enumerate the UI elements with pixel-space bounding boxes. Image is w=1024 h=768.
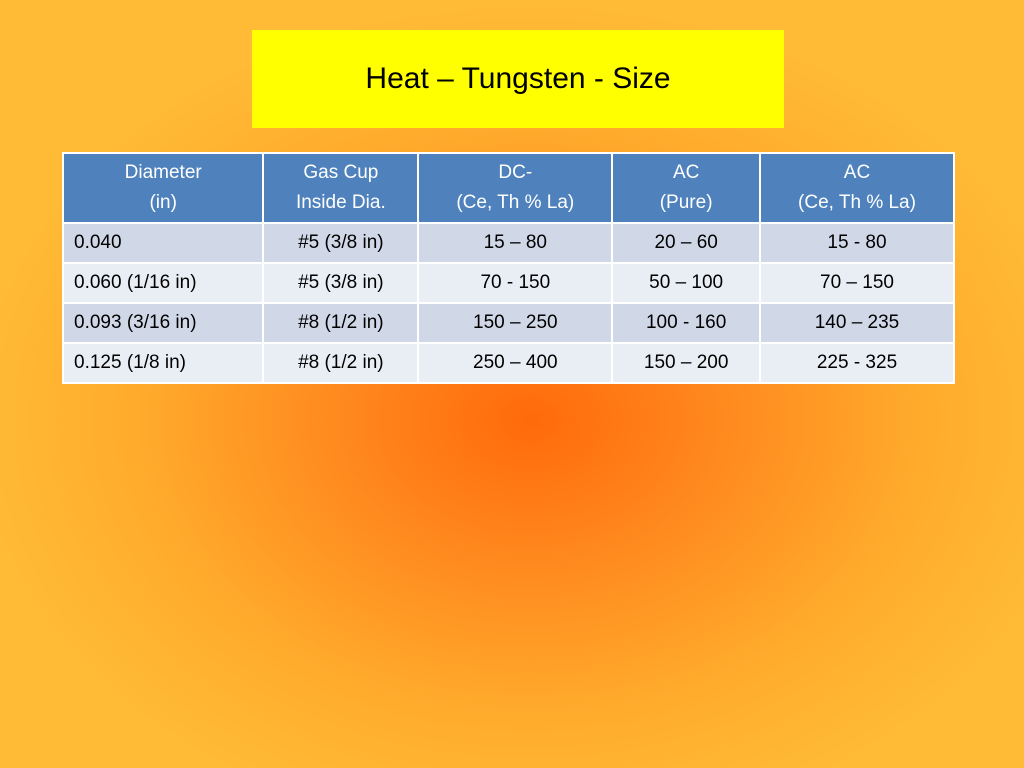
header-text: DC- bbox=[498, 162, 533, 183]
table-cell: 0.125 (1/8 in) bbox=[61, 342, 265, 384]
table-cell: 140 – 235 bbox=[758, 302, 956, 344]
table-cell: #8 (1/2 in) bbox=[262, 302, 420, 344]
table-row: 0.060 (1/16 in) #5 (3/8 in) 70 - 150 50 – 1… bbox=[61, 262, 956, 304]
table-cell: 250 – 400 bbox=[417, 342, 614, 384]
header-text: (Pure) bbox=[659, 192, 713, 213]
table-cell: 50 – 100 bbox=[611, 262, 761, 304]
table-row: 0.093 (3/16 in) #8 (1/2 in) 150 – 250 100 -… bbox=[61, 302, 956, 344]
header-text: AC bbox=[843, 162, 871, 183]
header-text: Diameter bbox=[124, 162, 202, 183]
table-cell: 225 - 325 bbox=[758, 342, 956, 384]
table-row: 0.125 (1/8 in) #8 (1/2 in) 250 – 400 150 – … bbox=[61, 342, 956, 384]
table-cell: 0.060 (1/16 in) bbox=[61, 262, 265, 304]
table-cell: 70 - 150 bbox=[417, 262, 614, 304]
table-cell: 15 – 80 bbox=[417, 222, 614, 264]
table-cell: #5 (3/8 in) bbox=[262, 262, 420, 304]
table-cell: 150 – 200 bbox=[611, 342, 761, 384]
header-row: Diameter (in) Gas Cup Inside Dia. DC- (Ce, Th… bbox=[61, 152, 956, 224]
header-cell: Diameter (in) bbox=[61, 152, 265, 224]
header-text: AC bbox=[672, 162, 700, 183]
table-cell: #5 (3/8 in) bbox=[262, 222, 420, 264]
header-text: Gas Cup bbox=[303, 162, 379, 183]
header-cell: AC (Pure) bbox=[611, 152, 761, 224]
header-cell: AC (Ce, Th % La) bbox=[758, 152, 956, 224]
table-cell: 70 – 150 bbox=[758, 262, 956, 304]
table-row: 0.040 #5 (3/8 in) 15 – 80 20 – 60 15 - 80 bbox=[61, 222, 956, 264]
table-cell: 20 – 60 bbox=[611, 222, 761, 264]
table-cell: 100 - 160 bbox=[611, 302, 761, 344]
table-cell: 0.040 bbox=[61, 222, 265, 264]
header-text: (in) bbox=[149, 192, 177, 213]
header-cell: DC- (Ce, Th % La) bbox=[417, 152, 614, 224]
header-cell: Gas Cup Inside Dia. bbox=[262, 152, 420, 224]
header-text: Inside Dia. bbox=[295, 192, 386, 213]
table-body: 0.040 #5 (3/8 in) 15 – 80 20 – 60 15 - 80 0.0… bbox=[61, 222, 956, 384]
table-cell: 15 - 80 bbox=[758, 222, 956, 264]
title: Heat – Tungsten - Size bbox=[252, 30, 784, 128]
header-text: (Ce, Th % La) bbox=[456, 192, 575, 213]
data-table: Diameter (in) Gas Cup Inside Dia. DC- (Ce, Th… bbox=[61, 152, 956, 384]
table-cell: 150 – 250 bbox=[417, 302, 614, 344]
header-text: (Ce, Th % La) bbox=[798, 192, 916, 213]
table-cell: #8 (1/2 in) bbox=[262, 342, 420, 384]
table-cell: 0.093 (3/16 in) bbox=[61, 302, 265, 344]
